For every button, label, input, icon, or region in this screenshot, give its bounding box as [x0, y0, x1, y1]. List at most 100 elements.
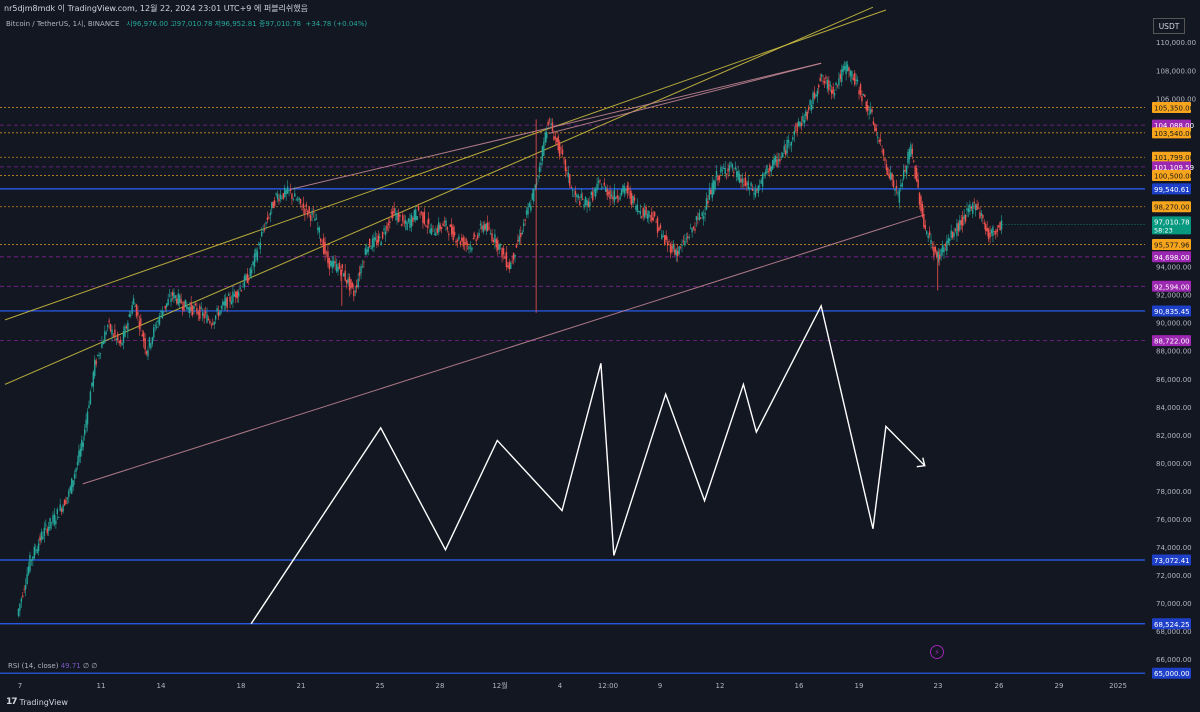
candle-body [855, 79, 857, 81]
currency-button[interactable]: USDT [1153, 18, 1185, 34]
x-tick-label: 14 [157, 682, 166, 690]
candle-body [187, 307, 190, 310]
candle-body [570, 186, 572, 188]
candle-body [278, 198, 280, 202]
candle-body [684, 240, 686, 246]
candle-body [528, 203, 531, 208]
y-tick-label: 78,000.00 [1156, 488, 1192, 496]
price-axis[interactable]: 110,000.00 108,000.00 106,000.00 94,000.00 9… [1156, 39, 1196, 664]
y-tick-label: 72,000.00 [1156, 572, 1192, 580]
candle-body [312, 211, 315, 213]
candle-body [485, 223, 487, 231]
candle-body [45, 524, 47, 526]
candle-body [797, 121, 800, 127]
candle-body [908, 148, 911, 160]
candle-body [625, 189, 627, 191]
candle-body [354, 291, 356, 293]
candle-body [616, 195, 618, 199]
candle-body [304, 208, 306, 215]
candle-body [623, 186, 626, 194]
candle-body [413, 210, 415, 220]
candle-body [874, 124, 876, 132]
trendline [4, 6, 874, 385]
level-label: 98,270.00 [1154, 204, 1190, 212]
trendlines [4, 6, 925, 485]
candle-body [177, 293, 179, 305]
candle-body [324, 241, 326, 255]
candle-body [574, 191, 577, 196]
candle-body [189, 306, 191, 314]
rsi-legend[interactable]: RSI (14, close) 49.71 ∅ ∅ [8, 662, 97, 670]
candle-body [427, 218, 430, 224]
candle-body [174, 295, 177, 298]
candle-body [915, 168, 918, 182]
candle-body [707, 200, 709, 204]
level-label-box [1152, 554, 1191, 566]
candle-body [522, 223, 525, 227]
candle-body [753, 193, 755, 195]
candle-body [633, 197, 636, 201]
candle-body [442, 223, 444, 227]
candle-body [531, 193, 534, 200]
candle-body [829, 84, 831, 86]
candle-body [626, 185, 629, 194]
candle-body [393, 208, 395, 213]
candle-body [641, 216, 643, 218]
candle-body [495, 238, 498, 248]
candle-body [132, 298, 135, 305]
candle-body [969, 204, 971, 212]
lightning-icon[interactable]: ⚡ [930, 645, 944, 659]
y-tick-label: 76,000.00 [1156, 516, 1192, 524]
candle-body [879, 139, 882, 142]
candle-body [900, 185, 902, 187]
candle-body [250, 269, 253, 274]
candle-body [615, 197, 617, 200]
candle-body [60, 508, 63, 512]
candle-body [1000, 220, 1003, 230]
current-price-label: 97,010.78 [1154, 218, 1190, 226]
candle-body [443, 221, 446, 223]
candle-body [232, 291, 234, 303]
candle-body [122, 330, 125, 343]
candle-body [357, 278, 359, 288]
candle-body [890, 172, 892, 180]
tradingview-logo[interactable]: 17 TradingView [6, 697, 68, 707]
candle-body [193, 306, 195, 309]
candle-body [658, 227, 660, 231]
candle-body [653, 211, 656, 217]
candle-body [279, 194, 282, 199]
candle-body [58, 517, 60, 518]
candle-body [318, 227, 320, 233]
y-tick-label: 82,000.00 [1156, 432, 1192, 440]
candle-body [381, 232, 384, 239]
candle-body [882, 149, 885, 156]
candle-body [757, 185, 760, 194]
y-tick-label: 92,000.00 [1156, 292, 1192, 300]
candle-body [924, 225, 926, 230]
candle-body [957, 223, 960, 232]
candle-body [636, 204, 639, 213]
time-axis[interactable]: 7 11 14 18 21 25 28 12월 4 12:00 9 12 16 19 23 26 29 2025 [18, 681, 1127, 690]
candle-body [201, 312, 204, 316]
candle-body [72, 480, 74, 488]
candle-body [701, 212, 703, 216]
candle-body [216, 308, 218, 312]
candle-body [512, 252, 515, 260]
candle-body [738, 173, 741, 183]
symbol-title[interactable]: Bitcoin / TetherUS, 1시, BINANCE [6, 20, 120, 28]
candle-body [685, 238, 688, 240]
candle-body [741, 178, 744, 183]
candle-body [605, 186, 607, 192]
candle-body [643, 210, 646, 218]
x-tick-label: 2025 [1109, 682, 1127, 690]
candle-body [259, 242, 261, 250]
candle-body [937, 251, 939, 263]
candle-body [95, 360, 97, 365]
candle-body [489, 233, 492, 235]
candle-body [130, 314, 132, 317]
candle-body [838, 78, 840, 86]
candle-body [471, 247, 473, 251]
price-change: +34.78 (+0.04%) [305, 20, 368, 28]
candle-body [852, 77, 855, 81]
